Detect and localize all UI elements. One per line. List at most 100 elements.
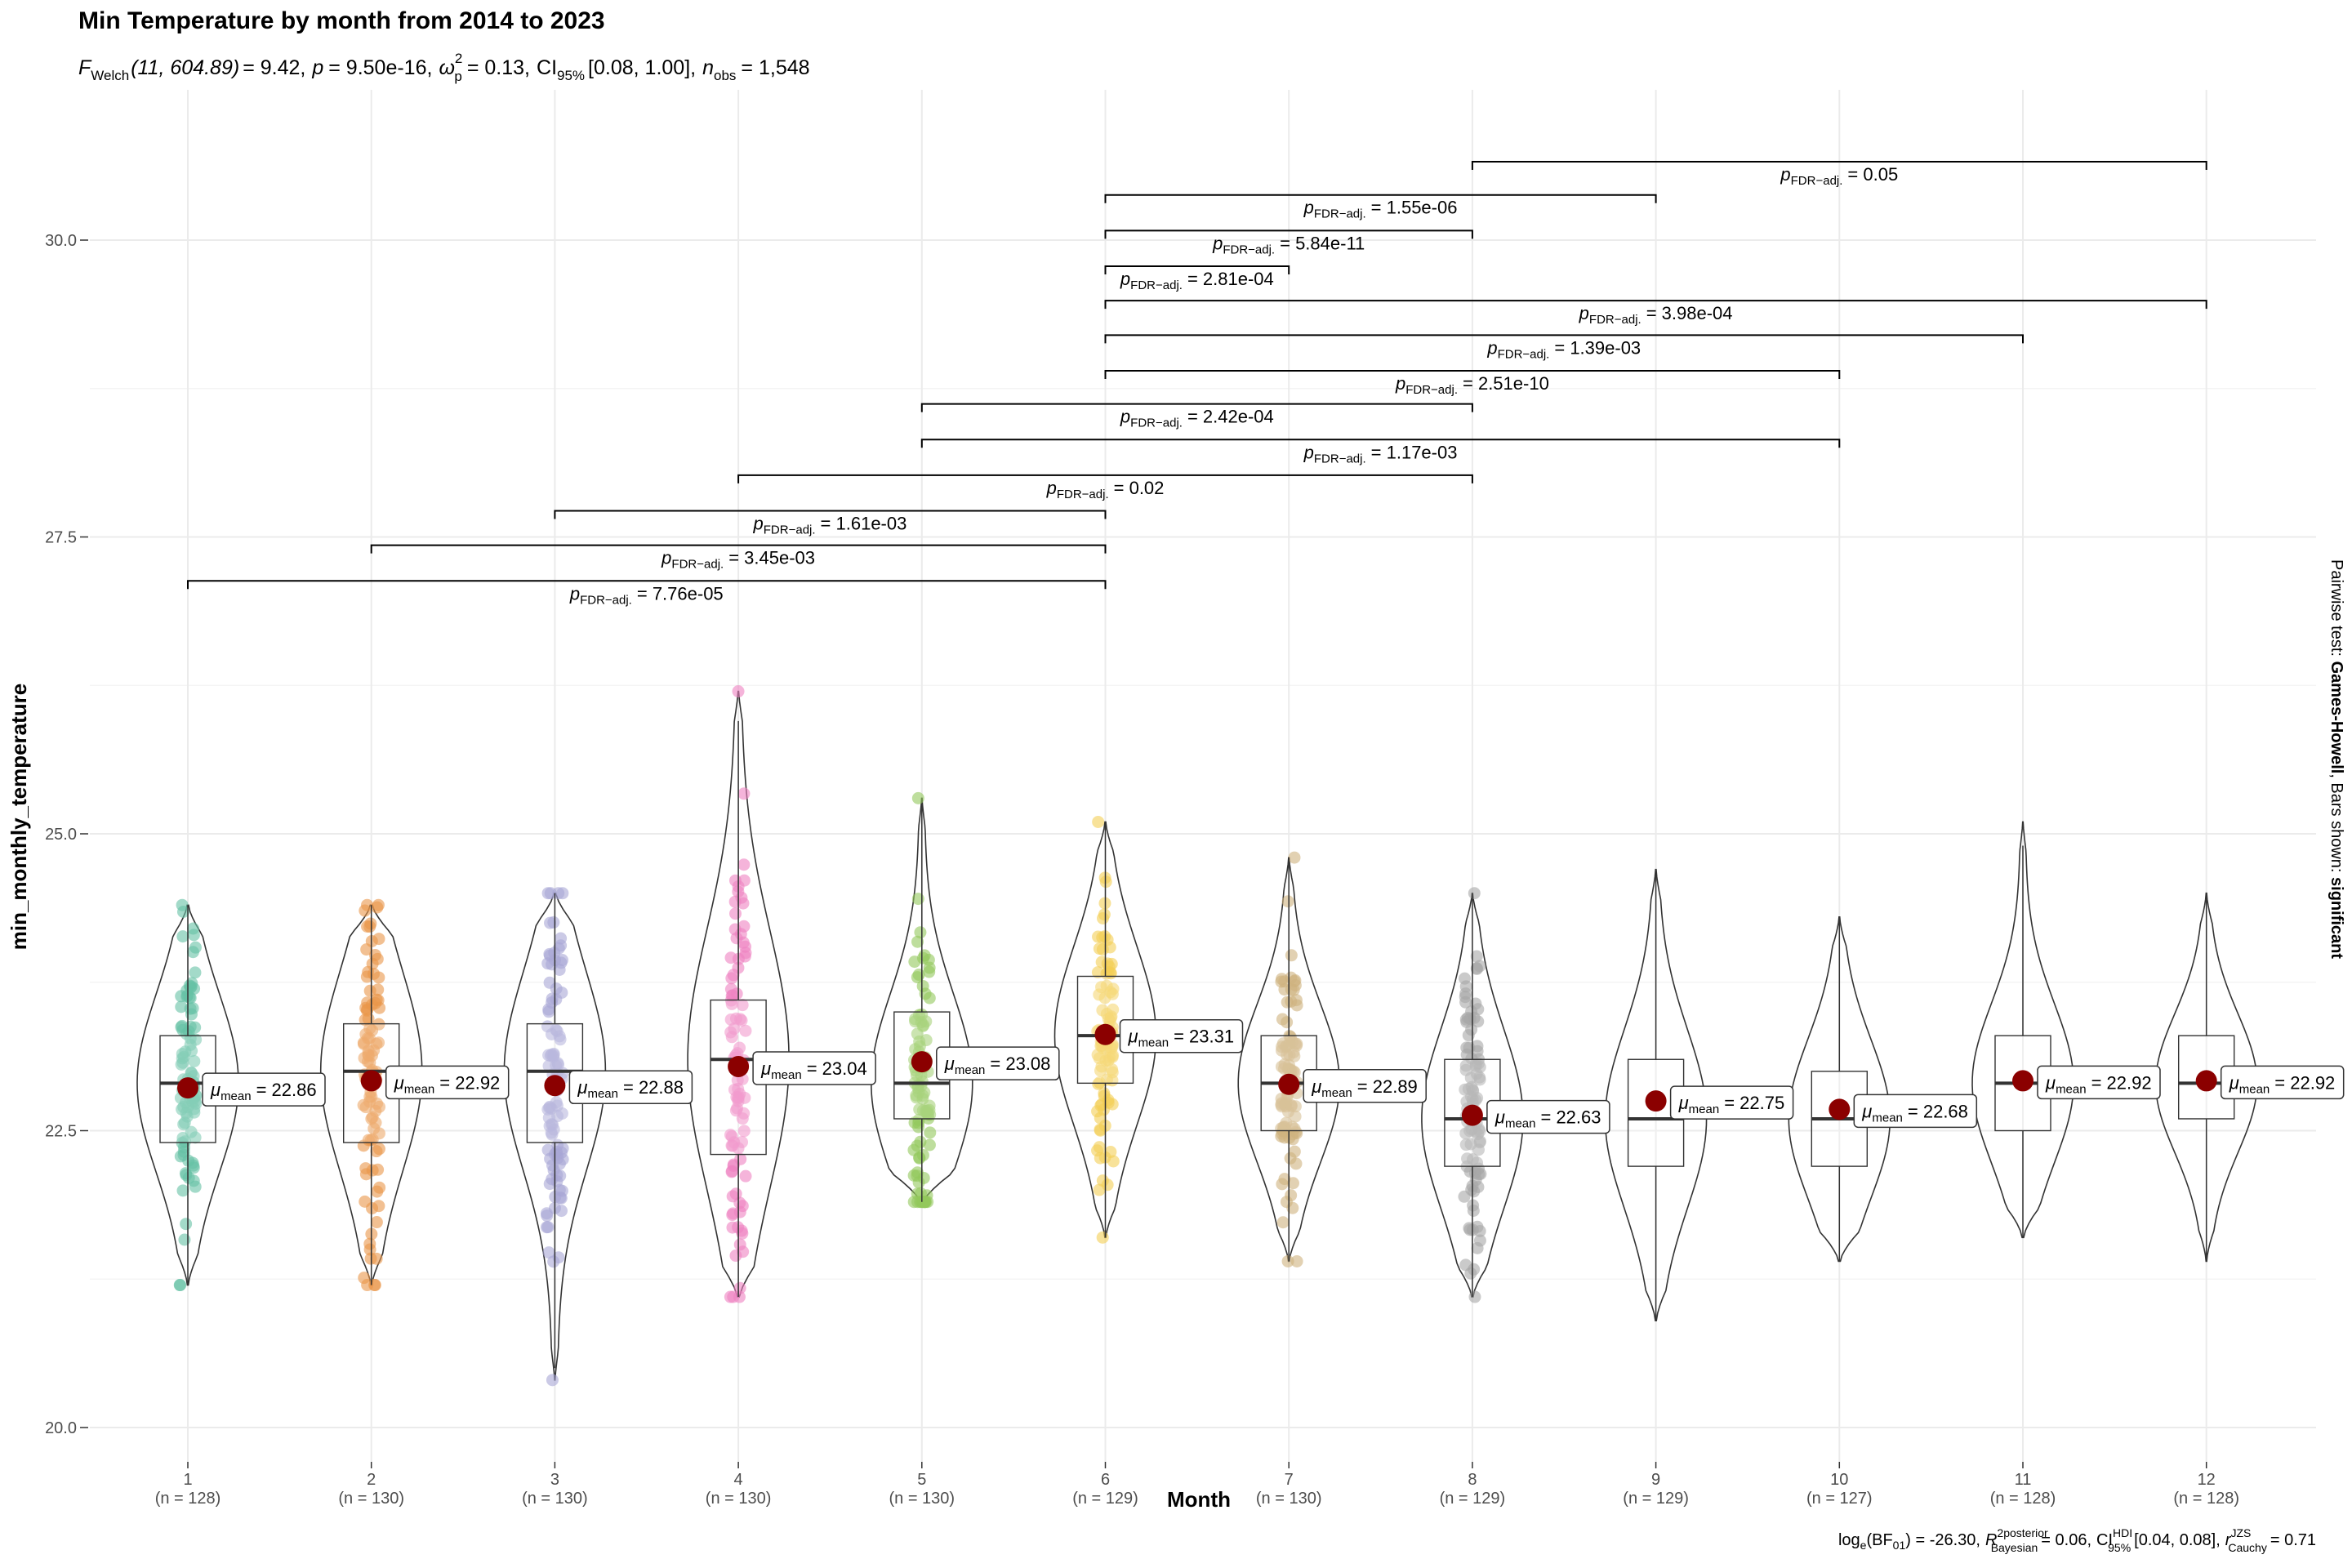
data-point [923,961,936,974]
data-point [543,1178,556,1191]
data-point [176,1056,189,1069]
data-point [725,997,738,1010]
comparison-label: pFDR−adj. = 7.76e-05 [569,583,724,607]
data-point [178,1233,191,1246]
data-point [545,1027,558,1040]
pairwise-caption-shown: significant [2328,877,2345,959]
data-point [1281,1254,1294,1267]
data-point [360,943,373,956]
data-point [370,1216,383,1229]
data-point [1473,1071,1486,1084]
x-tick-label: 10 [1830,1471,1848,1489]
mean-label: μmean = 22.86 [210,1080,317,1103]
data-point [1100,979,1113,992]
data-point [1463,1012,1477,1025]
data-point [912,968,925,981]
comparison-bracket [1104,334,2024,344]
data-point [359,1195,372,1208]
data-point [550,1099,564,1112]
comparison-bracket [1104,369,1841,379]
data-point [1473,1234,1486,1247]
chart-subtitle: FWelch(11, 604.89) = 9.42, p = 9.50e-16, ω2 p… [78,51,810,84]
data-point [176,930,189,943]
subtitle-ci-symbol: CI [537,56,557,79]
data-point [1094,1124,1107,1137]
data-point [1091,966,1104,979]
data-point [728,1022,741,1036]
comparison-label: pFDR−adj. = 2.51e-10 [1395,373,1549,397]
data-point [911,935,924,948]
data-point [1107,1155,1120,1168]
data-point [737,1125,751,1138]
data-point [1093,1076,1106,1089]
x-n-label: (n = 130) [338,1490,404,1508]
data-point [1276,1037,1290,1050]
data-point [544,887,557,900]
data-point [364,917,377,930]
x-tick-label: 2 [367,1471,376,1489]
data-point [1092,930,1105,943]
data-point [737,858,751,871]
data-point [368,1279,381,1292]
data-point [189,1180,202,1193]
data-point [1094,1111,1107,1125]
data-point [1286,1201,1299,1214]
mean-label-box [2220,1065,2345,1100]
data-point [729,907,742,920]
data-point [1289,979,1302,992]
data-point [189,941,202,954]
data-point [189,966,202,979]
mean-label: μmean = 22.92 [394,1072,501,1096]
data-point [173,1279,186,1292]
data-point [1459,1258,1472,1272]
data-point [724,1129,737,1142]
y-tick-label: 22.5 [45,1123,77,1141]
data-point [910,1089,923,1102]
data-point [368,1122,381,1135]
data-point [362,1045,375,1058]
data-point [186,1002,199,1015]
subtitle-p-value: = 9.50e-16, [328,56,432,79]
mean-point [728,1055,750,1077]
data-point [733,1290,746,1303]
data-point [1096,1231,1109,1244]
data-point [187,922,200,935]
data-point [924,1126,937,1139]
data-point [737,1245,750,1258]
x-tick-label: 8 [1468,1471,1477,1489]
data-point [175,1000,188,1013]
data-point [1468,887,1481,900]
data-point [179,1167,192,1180]
data-point [730,932,743,945]
caption-bf-sub: 01 [1893,1539,1906,1552]
data-point [1289,1100,1302,1113]
data-point [543,1120,556,1133]
data-point [1101,933,1114,947]
data-point [1276,1216,1290,1229]
data-point [372,1036,385,1049]
data-point [1094,1064,1107,1077]
data-point [1458,972,1471,985]
data-point [1290,1125,1303,1138]
mean-label: μmean = 22.75 [1678,1093,1785,1116]
x-n-label: (n = 128) [1990,1490,2056,1508]
mean-label: μmean = 22.68 [1861,1101,1968,1125]
data-point [733,1205,746,1218]
data-point [1463,1125,1477,1138]
data-point [176,1132,189,1145]
comparison-label: pFDR−adj. = 0.05 [1780,164,1898,188]
data-point [1106,1066,1119,1079]
comparison-label: pFDR−adj. = 1.17e-03 [1303,442,1458,466]
data-point [1093,988,1106,1001]
data-point [1276,1178,1289,1191]
data-point [180,1218,193,1231]
comparison-bracket [920,439,1841,448]
mean-label: μmean = 23.04 [760,1058,867,1082]
pairwise-caption-prefix: Pairwise test: [2328,559,2345,661]
data-point [556,887,569,900]
data-point [547,1255,560,1268]
mean-point [544,1075,566,1097]
data-point [178,1116,191,1129]
data-point [553,1157,566,1170]
mean-label-box [1303,1069,1427,1103]
